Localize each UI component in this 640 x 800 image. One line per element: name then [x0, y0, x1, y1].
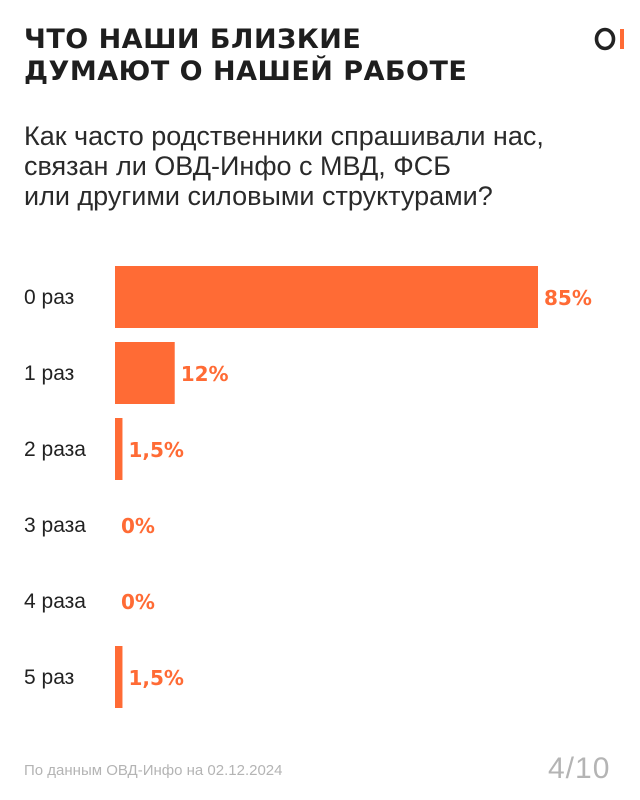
bar-chart: 0 раз 85% 1 раз 12% 2 раза 1,5% 3 раза 0% 4 раза… [24, 266, 592, 708]
page-title-line-2: ДУМАЮТ О НАШЕЙ РАБОТЕ [24, 56, 468, 87]
value-label: 1,5% [128, 438, 183, 462]
category-label: 3 раза [24, 514, 86, 537]
value-label: 1,5% [128, 666, 183, 690]
category-label: 4 раза [24, 590, 86, 613]
question-line-3: или другими силовыми структурами? [24, 181, 493, 211]
value-label: 12% [181, 362, 229, 386]
chart-question: Как часто родственники спрашивали нас, с… [24, 121, 624, 211]
value-label: 0% [121, 514, 155, 538]
bar [115, 418, 123, 480]
page-title-line-1: ЧТО НАШИ БЛИЗКИЕ [24, 24, 362, 55]
footer-source: По данным ОВД-Инфо на 02.12.2024 [24, 762, 283, 779]
category-label: 5 раз [24, 666, 74, 689]
bar [115, 266, 538, 328]
bar [115, 646, 123, 708]
category-label: 0 раз [24, 286, 74, 309]
bar [115, 342, 175, 404]
page-counter: 4/10 [548, 752, 611, 785]
ovd-info-logo-icon [594, 27, 624, 51]
question-line-1: Как часто родственники спрашивали нас, [24, 121, 544, 151]
value-label: 0% [121, 590, 155, 614]
page-title: ЧТО НАШИ БЛИЗКИЕ ДУМАЮТ О НАШЕЙ РАБОТЕ [24, 24, 544, 88]
question-line-2: связан ли ОВД-Инфо с МВД, ФСБ [24, 151, 451, 181]
category-label: 2 раза [24, 438, 86, 461]
category-label: 1 раз [24, 362, 74, 385]
value-label: 85% [544, 286, 592, 310]
